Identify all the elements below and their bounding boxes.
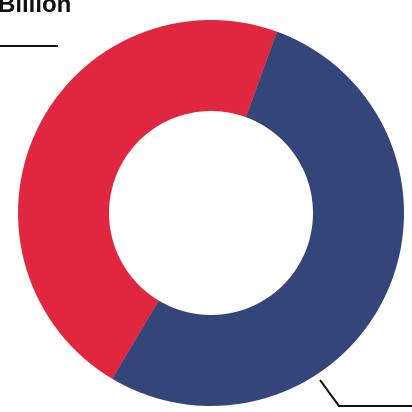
billion-label: Billion: [0, 0, 71, 18]
bottom-right-leader-line: [319, 379, 412, 407]
donut-hole: [109, 111, 313, 315]
